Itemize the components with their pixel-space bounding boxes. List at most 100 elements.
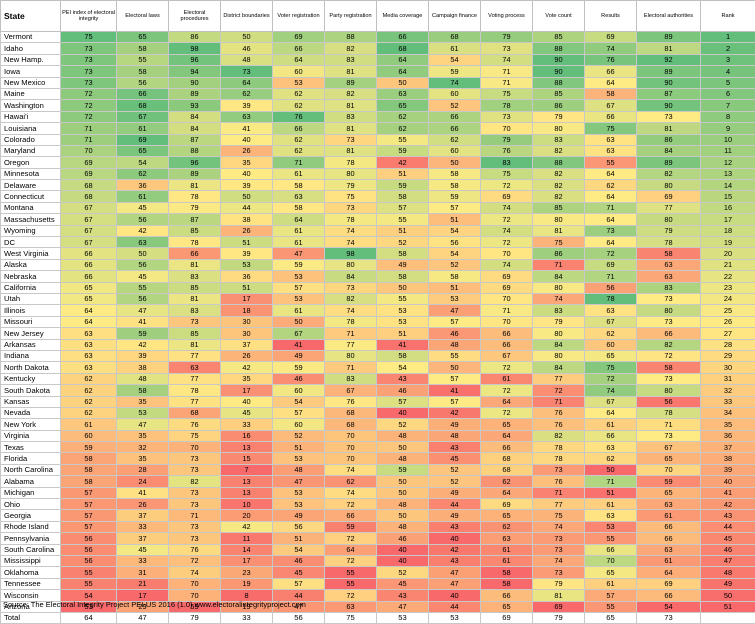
score-cell: 81 xyxy=(325,123,377,134)
score-cell: 48 xyxy=(117,373,169,384)
score-cell: 86 xyxy=(533,100,585,111)
score-cell: 66 xyxy=(585,111,637,122)
score-cell: 38 xyxy=(117,362,169,373)
score-cell: 73 xyxy=(637,373,701,384)
score-cell: 37 xyxy=(117,510,169,521)
score-cell: 60 xyxy=(273,419,325,430)
rank-cell: 8 xyxy=(701,111,755,122)
score-cell: 66 xyxy=(61,248,117,259)
rank-cell: 13 xyxy=(701,168,755,179)
score-cell: 48 xyxy=(377,499,429,510)
score-cell: 73 xyxy=(221,66,273,77)
score-cell: 71 xyxy=(585,202,637,213)
score-cell: 76 xyxy=(533,476,585,487)
score-cell: 56 xyxy=(273,612,325,623)
state-cell: Iowa xyxy=(1,66,61,77)
rank-cell: 6 xyxy=(701,88,755,99)
state-cell: Total xyxy=(1,612,61,623)
score-cell: 48 xyxy=(429,430,481,441)
state-cell: Oklahoma xyxy=(1,567,61,578)
score-cell: 71 xyxy=(533,259,585,270)
score-cell: 70 xyxy=(637,464,701,475)
score-cell: 50 xyxy=(429,362,481,373)
score-cell: 68 xyxy=(325,419,377,430)
rank-cell: 9 xyxy=(701,123,755,134)
score-cell: 88 xyxy=(169,145,221,156)
score-cell: 73 xyxy=(169,316,221,327)
state-cell: Alabama xyxy=(1,476,61,487)
score-cell: 36 xyxy=(117,180,169,191)
score-cell: 43 xyxy=(429,442,481,453)
score-cell: 15 xyxy=(221,453,273,464)
score-cell: 61 xyxy=(273,237,325,248)
score-cell: 37 xyxy=(221,339,273,350)
score-cell: 69 xyxy=(533,601,585,612)
state-cell: Alaska xyxy=(1,259,61,270)
score-cell: 61 xyxy=(273,305,325,316)
header-campaign-finance: Campaign finance xyxy=(429,1,481,32)
score-cell: 62 xyxy=(481,476,533,487)
score-cell: 58 xyxy=(585,88,637,99)
score-cell: 94 xyxy=(169,66,221,77)
score-cell: 64 xyxy=(481,430,533,441)
state-cell: Kansas xyxy=(1,396,61,407)
score-cell: 33 xyxy=(221,612,273,623)
score-cell: 64 xyxy=(273,214,325,225)
score-cell: 41 xyxy=(273,339,325,350)
score-cell: 76 xyxy=(533,419,585,430)
state-cell: Louisiana xyxy=(1,123,61,134)
state-cell: Minnesota xyxy=(1,168,61,179)
score-cell: 47 xyxy=(429,578,481,589)
score-cell: 90 xyxy=(637,100,701,111)
score-cell: 51 xyxy=(273,533,325,544)
score-cell: 75 xyxy=(61,32,117,43)
score-cell: 67 xyxy=(585,100,637,111)
score-cell: 51 xyxy=(429,282,481,293)
score-cell: 84 xyxy=(325,271,377,282)
score-cell: 61 xyxy=(117,123,169,134)
score-cell: 75 xyxy=(481,168,533,179)
score-cell: 73 xyxy=(325,134,377,145)
score-cell: 73 xyxy=(169,464,221,475)
score-cell: 74 xyxy=(585,385,637,396)
rank-cell: 46 xyxy=(701,544,755,555)
score-cell: 73 xyxy=(169,533,221,544)
score-cell: 71 xyxy=(585,476,637,487)
score-cell: 60 xyxy=(61,430,117,441)
score-cell: 82 xyxy=(533,191,585,202)
score-cell: 59 xyxy=(429,191,481,202)
score-cell: 69 xyxy=(481,499,533,510)
score-cell: 57 xyxy=(61,487,117,498)
score-cell: 90 xyxy=(169,77,221,88)
rank-cell: 21 xyxy=(701,259,755,270)
score-cell: 72 xyxy=(61,88,117,99)
score-cell: 78 xyxy=(325,316,377,327)
score-cell: 74 xyxy=(533,293,585,304)
score-cell: 72 xyxy=(481,407,533,418)
score-cell: 73 xyxy=(481,111,533,122)
score-cell: 72 xyxy=(533,385,585,396)
score-cell: 60 xyxy=(585,339,637,350)
score-cell: 53 xyxy=(273,293,325,304)
score-cell: 66 xyxy=(429,111,481,122)
score-cell: 40 xyxy=(429,590,481,601)
header-state: State xyxy=(1,1,61,32)
score-cell: 57 xyxy=(61,521,117,532)
score-cell: 85 xyxy=(169,225,221,236)
score-cell: 57 xyxy=(273,578,325,589)
score-cell: 70 xyxy=(325,442,377,453)
state-cell: New Jersey xyxy=(1,328,61,339)
score-cell: 24 xyxy=(117,476,169,487)
rank-cell: 7 xyxy=(701,100,755,111)
score-cell: 26 xyxy=(221,350,273,361)
score-cell: 66 xyxy=(117,88,169,99)
score-cell: 76 xyxy=(585,54,637,65)
score-cell: 52 xyxy=(429,259,481,270)
score-cell: 61 xyxy=(273,225,325,236)
